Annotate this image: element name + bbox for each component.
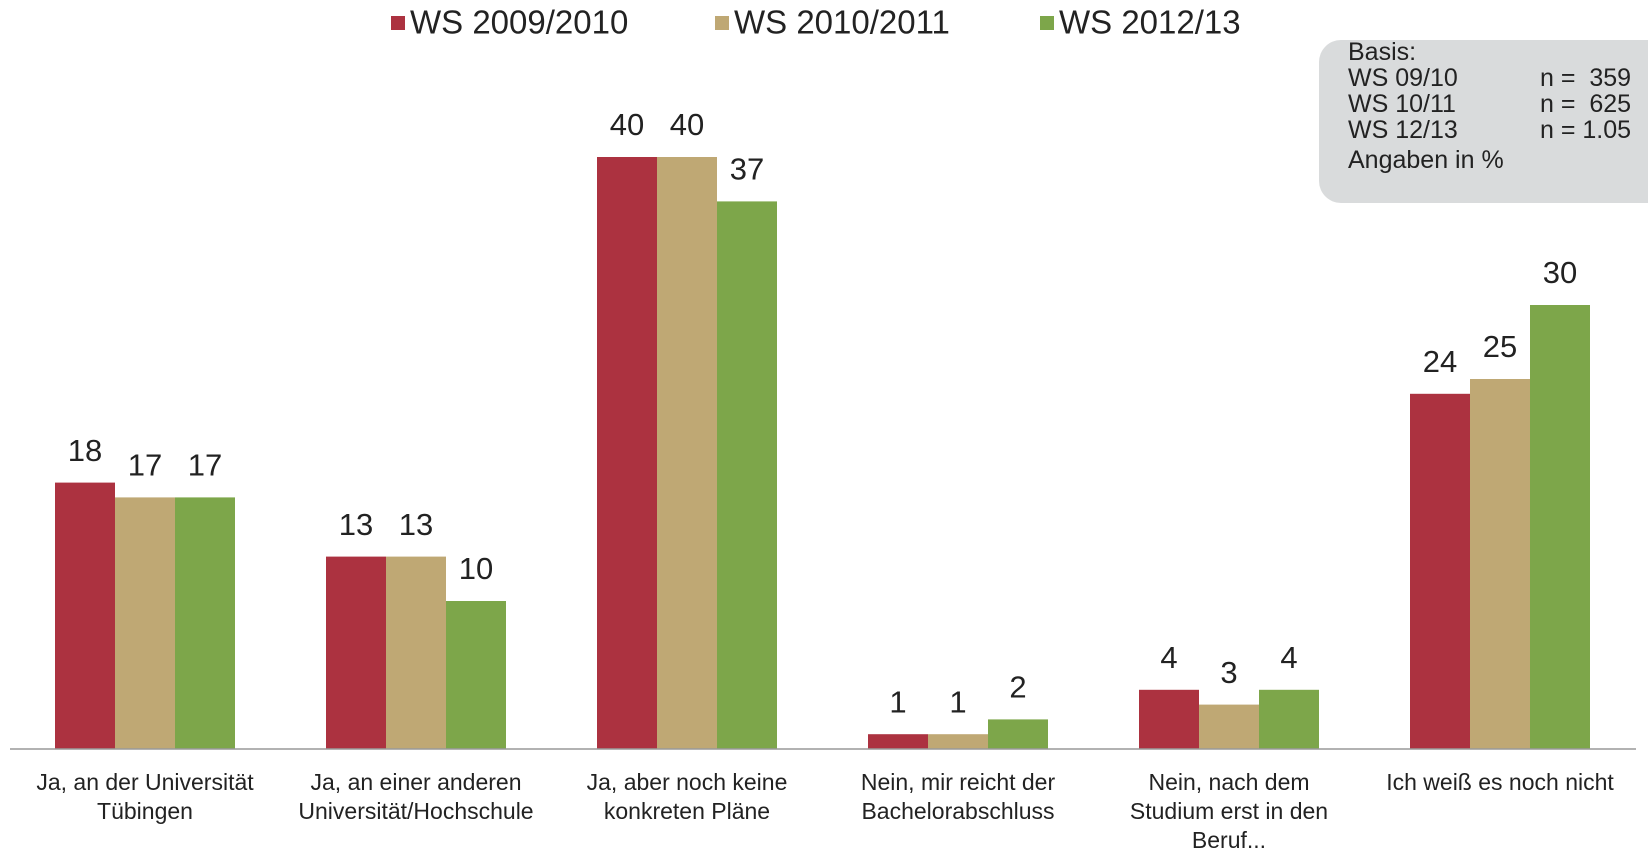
x-tick-label: Nein, nach dem Studium erst in den Beruf… (1129, 769, 1329, 853)
data-label: 24 (1423, 344, 1457, 379)
bar (717, 201, 777, 749)
bar (1259, 689, 1319, 749)
basis-n: n = 625 (1540, 90, 1632, 118)
bar (175, 497, 235, 749)
data-label: 3 (1220, 655, 1237, 690)
bar (386, 556, 446, 749)
data-label: 37 (730, 152, 764, 187)
x-tick-label: Ich weiß es noch nicht (1386, 769, 1614, 795)
data-label: 40 (610, 107, 644, 142)
legend-label: WS 2010/2011 (734, 4, 950, 41)
x-tick-label: Ja, an einer anderen Universität/Hochsch… (298, 769, 534, 824)
data-label: 18 (68, 433, 102, 468)
data-label: 40 (670, 107, 704, 142)
basis-note: Angaben in % (1348, 146, 1504, 174)
bar (1470, 379, 1530, 749)
data-label: 30 (1543, 255, 1577, 290)
x-tick-label: Ja, an der Universität Tübingen (36, 769, 254, 824)
legend-swatch (391, 16, 405, 30)
data-label: 1 (889, 684, 906, 719)
data-label: 13 (399, 507, 433, 542)
bar (446, 601, 506, 749)
data-label: 13 (339, 507, 373, 542)
data-label: 4 (1280, 640, 1297, 675)
basis-n: n = 1.05 (1540, 116, 1632, 144)
bar (55, 482, 115, 749)
basis-title: Basis: (1348, 38, 1417, 66)
bar (988, 719, 1048, 749)
legend-swatch (715, 16, 729, 30)
bar (928, 734, 988, 749)
bar (1410, 393, 1470, 749)
data-label: 4 (1160, 640, 1177, 675)
bar (326, 556, 386, 749)
x-tick-label: Nein, mir reicht der Bachelorabschluss (860, 769, 1056, 824)
bar (597, 157, 657, 749)
data-label: 10 (459, 551, 493, 586)
basis-label: WS 12/13 (1348, 116, 1458, 144)
bar (115, 497, 175, 749)
bar (868, 734, 928, 749)
basis-label: WS 10/11 (1348, 90, 1456, 118)
legend-label: WS 2012/13 (1059, 4, 1241, 41)
bar (1139, 689, 1199, 749)
data-label: 25 (1483, 329, 1517, 364)
basis-n: n = 359 (1540, 64, 1632, 92)
legend-swatch (1040, 16, 1054, 30)
legend-label: WS 2009/2010 (410, 4, 628, 41)
data-label: 17 (188, 448, 222, 483)
data-label: 2 (1009, 670, 1026, 705)
x-tick-label: Ja, aber noch keine konkreten Pläne (586, 769, 788, 824)
basis-box: Basis: WS 09/10 n = 359 WS 10/11 n = 625… (1319, 38, 1648, 203)
data-label: 1 (949, 684, 966, 719)
bar (1530, 305, 1590, 749)
bar (1199, 704, 1259, 749)
basis-label: WS 09/10 (1348, 64, 1458, 92)
bar (657, 157, 717, 749)
data-label: 17 (128, 448, 162, 483)
